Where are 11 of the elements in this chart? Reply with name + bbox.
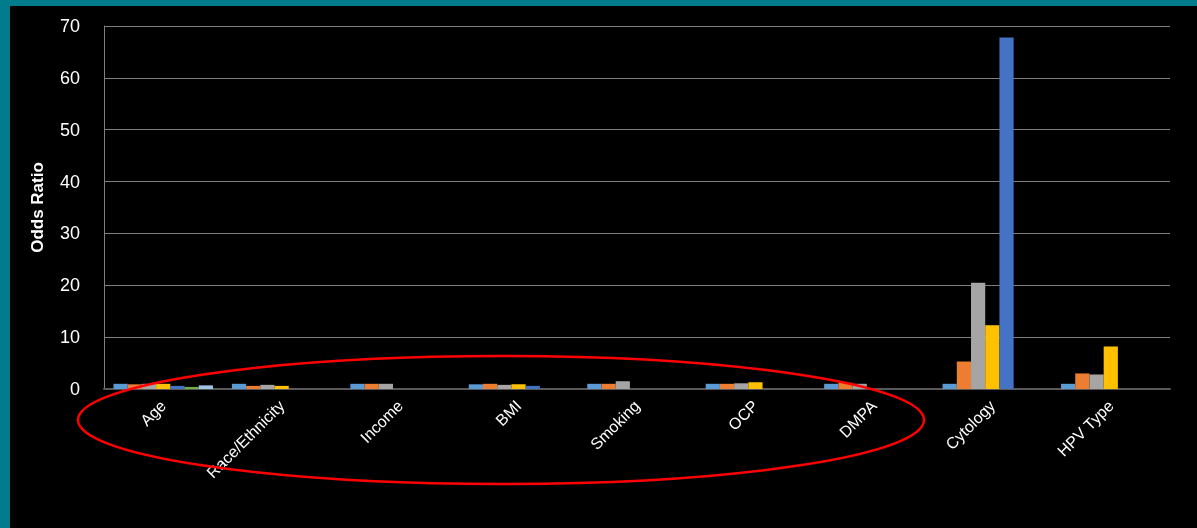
x-tick-label: BMI xyxy=(492,396,525,430)
y-tick-label: 20 xyxy=(59,275,80,296)
y-tick-label: 30 xyxy=(59,223,80,244)
y-tick-label: 0 xyxy=(69,379,80,399)
y-axis-title: Odds Ratio xyxy=(28,162,47,253)
y-tick-label: 10 xyxy=(59,327,80,348)
y-tick-label: 50 xyxy=(59,119,80,140)
y-tick-label: 70 xyxy=(59,16,80,36)
y-tick-label: 40 xyxy=(59,171,80,192)
x-tick-label: Age xyxy=(137,396,170,430)
y-tick-label: 60 xyxy=(59,67,80,88)
